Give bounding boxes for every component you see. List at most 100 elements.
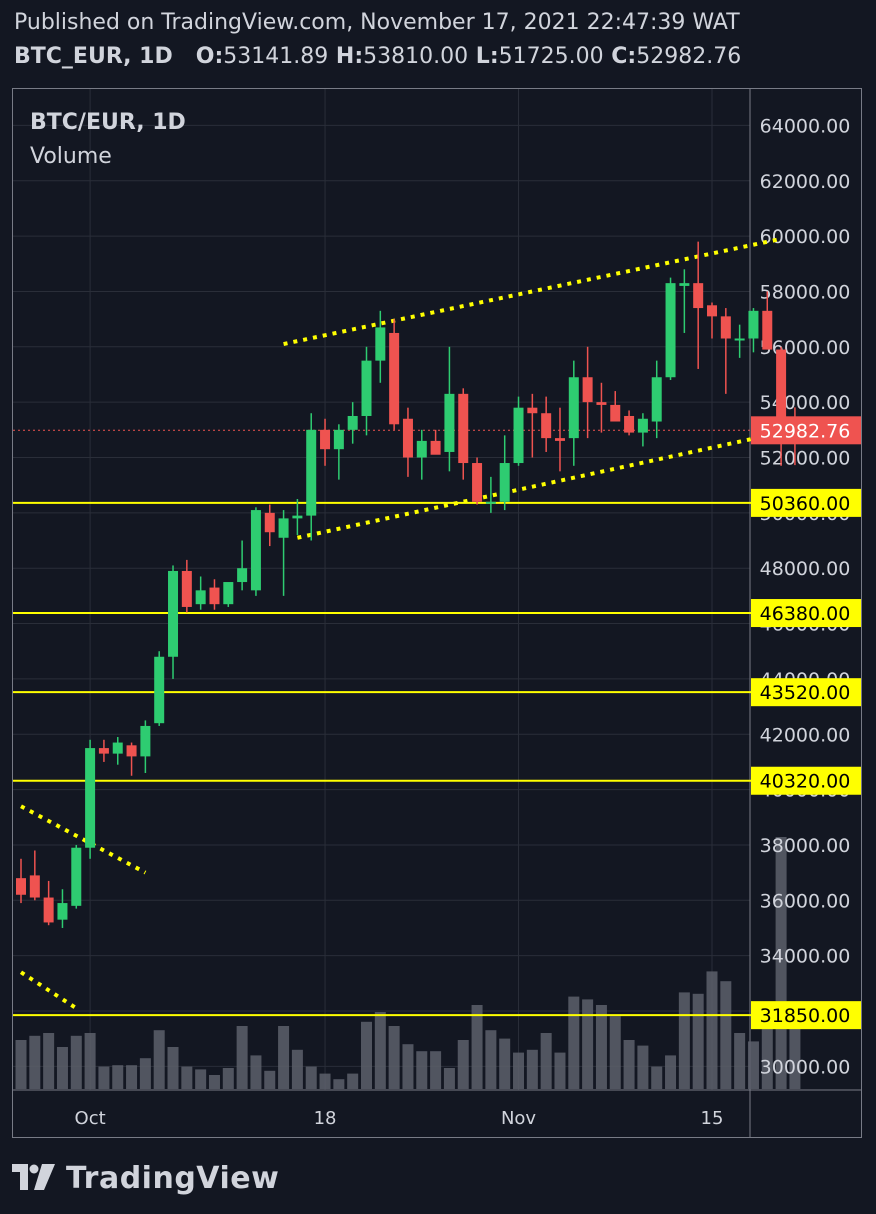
candle-body — [278, 518, 289, 538]
candle-body — [250, 510, 261, 591]
chart-header: Published on TradingView.com, November 1… — [14, 6, 741, 74]
price-tick-label: 60000.00 — [760, 226, 851, 248]
volume-bar — [264, 1070, 276, 1089]
volume-bar — [278, 1026, 290, 1089]
time-tick-label: Oct — [75, 1108, 106, 1129]
volume-bar — [402, 1044, 414, 1089]
volume-bar — [388, 1026, 400, 1089]
volume-bar — [761, 1026, 773, 1089]
candle-body — [596, 402, 607, 405]
level-price-tag-label: 31850.00 — [760, 1005, 851, 1027]
candle-body — [306, 429, 317, 516]
level-price-tag-label: 50360.00 — [760, 493, 851, 515]
level-price-tag — [751, 599, 861, 628]
volume-bar — [29, 1035, 41, 1089]
volume-bar — [513, 1052, 525, 1089]
last-price-tag-label: 52982.76 — [760, 420, 851, 442]
volume-bar — [789, 1019, 801, 1089]
volume-bar — [430, 1051, 442, 1089]
candle-body — [665, 283, 676, 378]
volume-bar — [706, 971, 718, 1089]
volume-bar — [43, 1033, 55, 1089]
candle-body — [181, 570, 192, 607]
candle-body — [168, 570, 179, 657]
price-tick-label: 38000.00 — [760, 835, 851, 857]
volume-bar — [485, 1030, 497, 1089]
candle-body — [734, 338, 745, 341]
candle-body — [610, 404, 621, 422]
candle-body — [154, 656, 165, 724]
candle-body — [776, 349, 787, 425]
price-tick-label: 36000.00 — [760, 890, 851, 912]
candle-body — [568, 377, 579, 439]
candle-body — [333, 429, 344, 450]
volume-bar — [623, 1040, 635, 1089]
candle-body — [748, 310, 759, 339]
level-price-tag-label: 40320.00 — [760, 771, 851, 793]
volume-bar — [250, 1055, 262, 1089]
candle-body — [223, 582, 234, 605]
candle-body — [458, 393, 469, 464]
close-label: C: — [611, 44, 637, 69]
candle-body — [195, 590, 206, 605]
level-price-tag — [751, 678, 861, 707]
price-tick-label: 34000.00 — [760, 946, 851, 968]
candle-body — [16, 878, 26, 895]
candle-body — [85, 748, 96, 848]
volume-bar — [692, 993, 704, 1089]
trendline — [19, 970, 78, 1010]
candle-body — [651, 377, 662, 422]
level-price-tag-label: 46380.00 — [760, 603, 851, 625]
volume-bar — [347, 1073, 359, 1089]
candle-body — [112, 742, 123, 754]
candle-body — [264, 512, 275, 533]
candle-body — [389, 332, 400, 425]
volume-bar — [665, 1055, 677, 1089]
price-tick-label: 56000.00 — [760, 337, 851, 359]
legend-symbol: BTC/EUR, 1D — [30, 110, 186, 135]
volume-bar — [609, 1016, 621, 1089]
volume-bar — [416, 1051, 428, 1089]
trendline — [20, 804, 147, 875]
ohlc-line: BTC_EUR, 1D O:53141.89 H:53810.00 L:5172… — [14, 40, 741, 74]
volume-bar — [319, 1073, 331, 1089]
tradingview-logo-text: TradingView — [66, 1160, 280, 1196]
volume-bar — [167, 1047, 179, 1089]
candle-body — [707, 305, 717, 317]
last-price-tag — [751, 416, 861, 445]
volume-bar — [361, 1021, 372, 1089]
candle-body — [679, 283, 690, 286]
volume-bar — [568, 996, 580, 1089]
price-tick-label: 30000.00 — [760, 1056, 851, 1078]
price-tick-label: 58000.00 — [760, 281, 851, 303]
volume-bar — [181, 1066, 193, 1089]
low-value: 51725.00 — [498, 44, 604, 69]
volume-bar — [471, 1005, 483, 1089]
volume-bar — [112, 1065, 124, 1089]
candle-body — [762, 310, 773, 350]
candle-body — [499, 463, 510, 502]
volume-bar — [56, 1047, 68, 1089]
high-value: 53810.00 — [363, 44, 469, 69]
candle-body — [444, 393, 455, 452]
volume-bar — [775, 837, 787, 1089]
volume-bar — [637, 1045, 649, 1089]
chart-legend: BTC/EUR, 1D Volume — [30, 106, 186, 174]
candle-body — [720, 316, 731, 339]
chart-frame[interactable] — [12, 88, 862, 1138]
volume-bar — [139, 1058, 151, 1089]
candle-body — [347, 415, 358, 430]
volume-bar — [291, 1049, 303, 1089]
volume-bar — [554, 1052, 566, 1089]
tradingview-logo[interactable]: TradingView — [12, 1160, 279, 1196]
volume-bar — [651, 1066, 663, 1089]
tradingview-logo-icon — [12, 1164, 55, 1190]
open-value: 53141.89 — [223, 44, 329, 69]
volume-bar — [734, 1033, 746, 1089]
volume-bar — [222, 1068, 234, 1089]
volume-bar — [499, 1038, 511, 1089]
open-label: O: — [195, 44, 224, 69]
candle-body — [430, 440, 441, 455]
volume-bar — [126, 1065, 138, 1089]
